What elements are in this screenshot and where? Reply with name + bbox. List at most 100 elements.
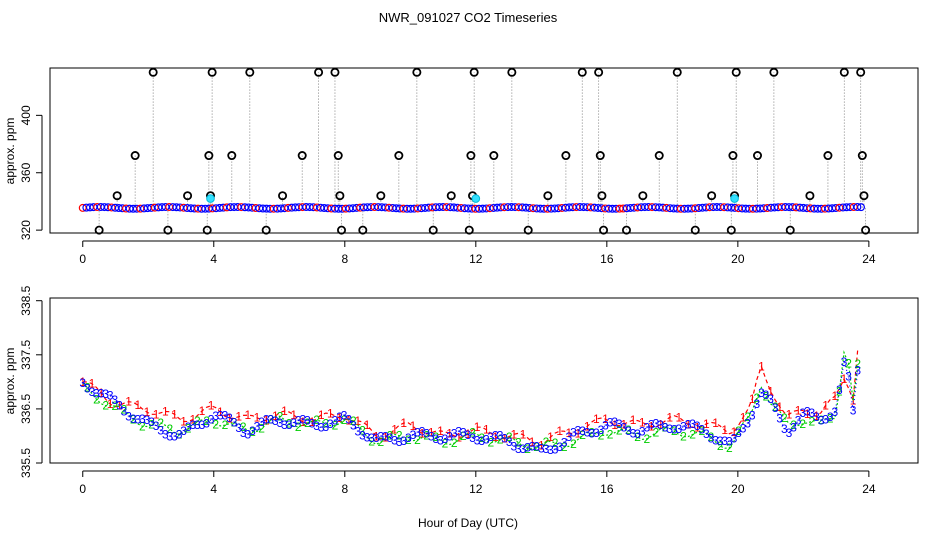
bottom-x-tick-label: 0 <box>79 482 86 496</box>
bottom-x-axis: 0 4 8 12 16 20 24 <box>79 470 876 496</box>
series-3-marker: 3 <box>749 409 756 423</box>
series-3-marker: 3 <box>89 385 96 399</box>
top-x-tick-label: 4 <box>210 252 217 266</box>
series-3-marker: 3 <box>506 435 513 449</box>
series-3-marker: 3 <box>249 424 256 438</box>
flagged-point-marker <box>595 151 605 161</box>
series-1-marker: 1 <box>254 411 261 425</box>
series-3-marker: 3 <box>327 417 334 431</box>
series-3-marker: 3 <box>758 386 765 400</box>
series-1-marker: 1 <box>226 411 233 425</box>
series-1-marker: 1 <box>318 408 325 422</box>
series-3-marker: 3 <box>93 387 100 401</box>
series-3-marker: 3 <box>813 410 820 424</box>
series-3-marker: 3 <box>313 419 320 433</box>
series-3-marker: 3 <box>208 413 215 427</box>
series-1-marker: 1 <box>144 405 151 419</box>
series-1-marker: 1 <box>400 416 407 430</box>
flagged-point-marker <box>489 151 499 161</box>
series-2-marker: 2 <box>387 428 394 442</box>
flagged-point-marker <box>856 67 866 77</box>
series-3-marker: 3 <box>171 429 178 443</box>
series-3-marker: 3 <box>731 431 738 445</box>
series-3-marker: 3 <box>790 421 797 435</box>
series-1-marker: 1 <box>428 426 435 440</box>
series-3-marker: 3 <box>488 430 495 444</box>
series-2-marker: 2 <box>781 411 788 425</box>
series-2-marker: 2 <box>845 357 852 371</box>
series-2-marker: 2 <box>543 435 550 449</box>
series-2-marker: 2 <box>790 418 797 432</box>
series-3-marker: 3 <box>231 416 238 430</box>
series-1-marker: 1 <box>685 418 692 432</box>
flagged-point-marker <box>337 225 347 235</box>
series-3-marker: 3 <box>455 425 462 439</box>
series-3-marker: 3 <box>84 382 91 396</box>
series-3-marker: 3 <box>116 399 123 413</box>
flagged-point-marker <box>707 191 717 201</box>
series-2-marker: 2 <box>194 414 201 428</box>
series-2-marker: 2 <box>267 413 274 427</box>
series-2-marker: 2 <box>744 410 751 424</box>
series-2-marker: 2 <box>304 416 311 430</box>
series-1-marker: 1 <box>217 405 224 419</box>
series-3-marker: 3 <box>244 427 251 441</box>
series-1-marker: 1 <box>630 413 637 427</box>
series-3-marker: 3 <box>176 428 183 442</box>
series-3-marker: 3 <box>263 413 270 427</box>
series-3-marker: 3 <box>144 413 151 427</box>
top-y-axis: 320 360 400 <box>19 105 43 240</box>
series-3-marker: 3 <box>593 426 600 440</box>
series-2-marker: 2 <box>277 409 284 423</box>
series-3-marker: 3 <box>547 443 554 457</box>
series-3-marker: 3 <box>345 413 352 427</box>
flagged-point-marker <box>597 191 607 201</box>
series-3-marker: 3 <box>653 417 660 431</box>
series-3-marker: 3 <box>611 415 618 429</box>
top-x-tick-label: 12 <box>469 252 483 266</box>
series-2-marker: 2 <box>698 424 705 438</box>
series-2-marker: 2 <box>570 437 577 451</box>
series-3-marker: 3 <box>474 433 481 447</box>
series-2-marker: 2 <box>488 436 495 450</box>
series-3-marker: 3 <box>616 417 623 431</box>
series-3-marker: 3 <box>621 420 628 434</box>
series-3-marker: 3 <box>350 419 357 433</box>
series-3-marker: 3 <box>657 418 664 432</box>
series-2-marker: 2 <box>607 428 614 442</box>
series-1-marker: 1 <box>666 410 673 424</box>
series-1-marker: 1 <box>410 419 417 433</box>
series-3-marker: 3 <box>428 429 435 443</box>
series-1-marker: 1 <box>575 427 582 441</box>
series-3-marker: 3 <box>850 404 857 418</box>
series-3-marker: 3 <box>781 422 788 436</box>
series-3-marker: 3 <box>533 439 540 453</box>
flagged-point-marker <box>839 67 849 77</box>
series-2-marker: 2 <box>313 413 320 427</box>
series-3-marker: 3 <box>543 442 550 456</box>
series-3-marker: 3 <box>735 426 742 440</box>
series-3-marker: 3 <box>469 431 476 445</box>
flagged-point-marker <box>204 151 214 161</box>
series-3-marker: 3 <box>689 417 696 431</box>
series-1-marker: 1 <box>263 414 270 428</box>
series-1-marker: 1 <box>300 415 307 429</box>
series-3-marker: 3 <box>139 412 146 426</box>
series-2-marker: 2 <box>359 424 366 438</box>
series-3-marker: 3 <box>497 429 504 443</box>
series-3-marker: 3 <box>836 383 843 397</box>
series-1-marker: 1 <box>648 420 655 434</box>
series-1-marker: 1 <box>79 375 86 389</box>
series-2-marker: 2 <box>726 441 733 455</box>
series-2-marker: 2 <box>157 416 164 430</box>
series-3-marker: 3 <box>433 432 440 446</box>
series-1-marker: 1 <box>501 432 508 446</box>
series-3-marker: 3 <box>442 432 449 446</box>
series-3-marker: 3 <box>685 418 692 432</box>
series-3-marker: 3 <box>483 432 490 446</box>
series-1-marker: 1 <box>813 409 820 423</box>
top-x-tick-label: 16 <box>600 252 614 266</box>
series-1-marker: 1 <box>611 418 618 432</box>
series-1-marker: 1 <box>529 435 536 449</box>
series-2-marker: 2 <box>258 422 265 436</box>
